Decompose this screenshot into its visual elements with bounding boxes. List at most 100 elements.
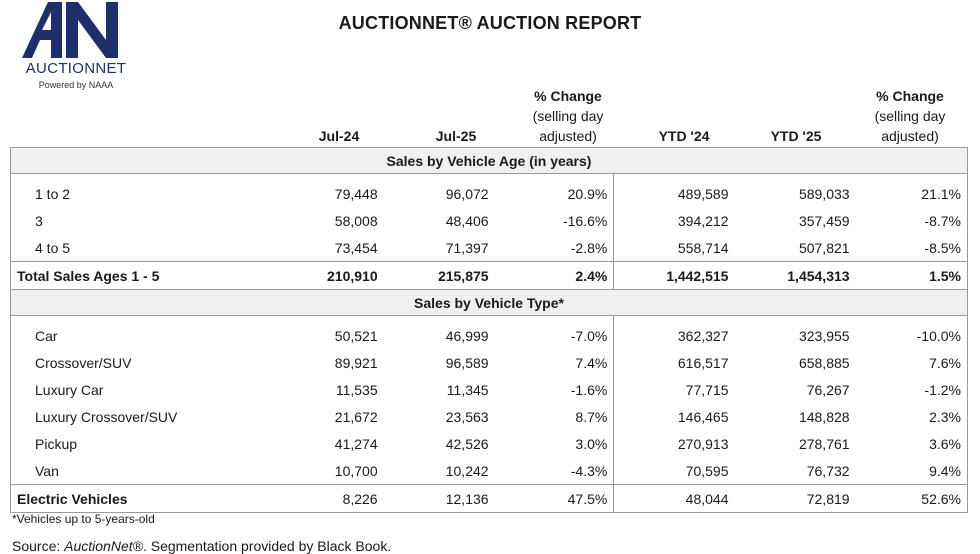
col-jul25: Jul-25 — [435, 128, 477, 144]
col-ytd-pct-change-title: % Change — [876, 88, 944, 104]
report-title: AUCTIONNET® AUCTION REPORT — [338, 13, 642, 33]
cell-ytd25: 507,821 — [798, 239, 850, 256]
row-label: Van — [10, 457, 241, 485]
cell-ytd25: 278,761 — [798, 435, 850, 452]
cell-ytd25: 589,033 — [798, 185, 850, 202]
cell-pct: -16.6% — [494, 207, 615, 234]
source-name: AuctionNet® — [64, 538, 143, 554]
cell-jul25: 215,875 — [383, 261, 495, 290]
cell-jul25: 96,589 — [445, 354, 489, 371]
cell-jul25: 96,072 — [445, 185, 489, 202]
table-row: Van 10,700 10,242 -4.3% 70,595 76,732 9.… — [10, 457, 968, 485]
row-label: Car — [10, 315, 241, 349]
cell-ytd24: 1,442,515 — [613, 261, 735, 290]
cell-jul25: 23,563 — [445, 408, 489, 425]
cell-ytd25: 148,828 — [798, 408, 850, 425]
cell-pct: -1.6% — [494, 376, 615, 403]
cell-jul24: 10,700 — [334, 462, 378, 479]
col-pct-change-title: % Change — [534, 88, 602, 104]
cell-ytd25: 76,732 — [806, 462, 850, 479]
cell-jul24: 73,454 — [334, 239, 378, 256]
row-label: 4 to 5 — [10, 234, 241, 262]
cell-ytd24: 270,913 — [677, 435, 729, 452]
cell-ytd25: 72,819 — [734, 484, 856, 513]
source-line: Source: AuctionNet®. Segmentation provid… — [12, 538, 391, 554]
row-label: Crossover/SUV — [10, 349, 241, 376]
cell-ytd-pct: 3.6% — [855, 430, 968, 457]
footnote: *Vehicles up to 5-years-old — [12, 512, 155, 526]
cell-jul24: 50,521 — [334, 327, 378, 344]
auctionnet-logo: AUCTIONNET Powered by NAAA — [14, 0, 138, 96]
cell-pct: 47.5% — [494, 484, 615, 513]
cell-ytd-pct: -8.7% — [855, 207, 968, 234]
cell-ytd-pct: 21.1% — [855, 173, 968, 207]
cell-ytd25: 76,267 — [806, 381, 850, 398]
table-row: 3 58,008 48,406 -16.6% 394,212 357,459 -… — [10, 207, 968, 234]
total-row: Total Sales Ages 1 - 5 210,910 215,875 2… — [10, 261, 968, 290]
cell-ytd24: 77,715 — [685, 381, 729, 398]
col-ytd-pct-change-sub2: adjusted) — [881, 128, 939, 144]
table-row: Pickup 41,274 42,526 3.0% 270,913 278,76… — [10, 430, 968, 457]
auction-report-table: Sales by Vehicle Age (in years) 1 to 2 7… — [10, 147, 968, 513]
ev-row: Electric Vehicles 8,226 12,136 47.5% 48,… — [10, 484, 968, 513]
cell-ytd-pct: -10.0% — [855, 315, 968, 349]
row-label: Luxury Crossover/SUV — [10, 403, 241, 430]
cell-jul24: 89,921 — [334, 354, 378, 371]
cell-jul25: 42,526 — [445, 435, 489, 452]
cell-pct: -4.3% — [494, 457, 615, 485]
cell-pct: -2.8% — [494, 234, 615, 262]
table-row: 1 to 2 79,448 96,072 20.9% 489,589 589,0… — [10, 173, 968, 207]
table-row: Luxury Car 11,535 11,345 -1.6% 77,715 76… — [10, 376, 968, 403]
row-label: Electric Vehicles — [10, 484, 241, 513]
cell-ytd24: 146,465 — [677, 408, 729, 425]
cell-pct: 3.0% — [494, 430, 615, 457]
cell-pct: 7.4% — [494, 349, 615, 376]
cell-pct: 20.9% — [494, 173, 615, 207]
cell-pct: -7.0% — [494, 315, 615, 349]
table-row: 4 to 5 73,454 71,397 -2.8% 558,714 507,8… — [10, 234, 968, 262]
cell-ytd25: 1,454,313 — [734, 261, 856, 290]
cell-ytd24: 558,714 — [677, 239, 729, 256]
cell-ytd24: 362,327 — [677, 327, 729, 344]
col-pct-change-sub1: (selling day — [532, 108, 604, 124]
cell-ytd24: 48,044 — [613, 484, 735, 513]
cell-pct: 8.7% — [494, 403, 615, 430]
cell-jul24: 8,226 — [240, 484, 384, 513]
cell-jul25: 48,406 — [445, 212, 489, 229]
source-prefix: Source: — [12, 538, 65, 554]
cell-ytd-pct: -8.5% — [855, 234, 968, 262]
col-pct-change-sub2: adjusted) — [539, 128, 597, 144]
col-ytd-pct-change-sub1: (selling day — [874, 108, 946, 124]
an-logo-icon — [22, 2, 118, 58]
cell-jul25: 46,999 — [445, 327, 489, 344]
col-ytd24: YTD '24 — [658, 128, 710, 144]
cell-ytd24: 616,517 — [677, 354, 729, 371]
cell-ytd24: 394,212 — [677, 212, 729, 229]
cell-ytd25: 357,459 — [798, 212, 850, 229]
cell-jul25: 71,397 — [445, 239, 489, 256]
cell-jul25: 11,345 — [446, 381, 489, 398]
col-jul24: Jul-24 — [318, 128, 360, 144]
cell-ytd24: 489,589 — [677, 185, 729, 202]
table-row: Car 50,521 46,999 -7.0% 362,327 323,955 … — [10, 315, 968, 349]
section-title: Sales by Vehicle Type* — [10, 289, 968, 316]
row-label: 3 — [10, 207, 241, 234]
table-row: Crossover/SUV 89,921 96,589 7.4% 616,517… — [10, 349, 968, 376]
cell-jul25: 12,136 — [383, 484, 495, 513]
table-row: Luxury Crossover/SUV 21,672 23,563 8.7% … — [10, 403, 968, 430]
logo-tagline: Powered by NAAA — [38, 80, 114, 90]
section-header-age: Sales by Vehicle Age (in years) — [10, 147, 968, 174]
cell-ytd-pct: 52.6% — [855, 484, 968, 513]
col-pct-change: % Change (selling day adjusted) — [514, 86, 622, 146]
section-header-type: Sales by Vehicle Type* — [10, 289, 968, 316]
cell-jul24: 58,008 — [334, 212, 378, 229]
cell-ytd-pct: 2.3% — [855, 403, 968, 430]
cell-jul25: 10,242 — [445, 462, 489, 479]
row-label: Pickup — [10, 430, 241, 457]
source-suffix: . Segmentation provided by Black Book. — [142, 538, 392, 554]
cell-jul24: 21,672 — [334, 408, 378, 425]
cell-ytd-pct: 7.6% — [855, 349, 968, 376]
row-label: 1 to 2 — [10, 173, 241, 207]
cell-ytd-pct: 9.4% — [855, 457, 968, 485]
cell-ytd-pct: -1.2% — [855, 376, 968, 403]
